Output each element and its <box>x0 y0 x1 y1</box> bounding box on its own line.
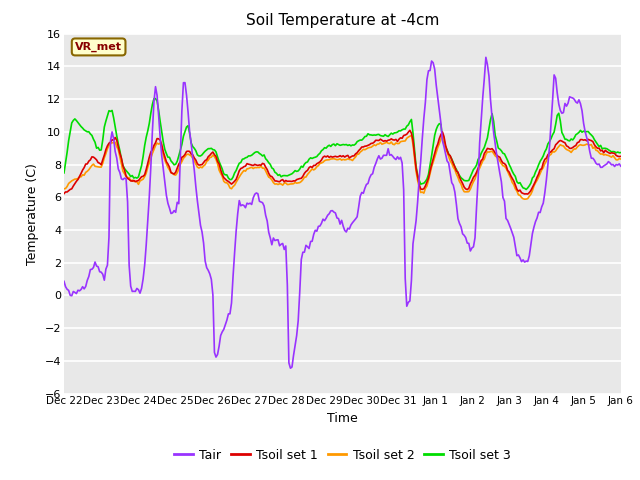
Y-axis label: Temperature (C): Temperature (C) <box>26 163 39 264</box>
Legend: Tair, Tsoil set 1, Tsoil set 2, Tsoil set 3: Tair, Tsoil set 1, Tsoil set 2, Tsoil se… <box>169 444 516 467</box>
Title: Soil Temperature at -4cm: Soil Temperature at -4cm <box>246 13 439 28</box>
X-axis label: Time: Time <box>327 412 358 425</box>
Text: VR_met: VR_met <box>75 42 122 52</box>
